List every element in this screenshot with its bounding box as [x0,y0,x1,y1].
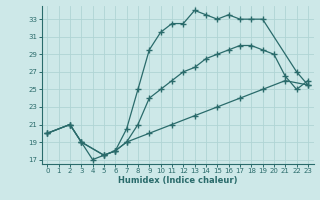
X-axis label: Humidex (Indice chaleur): Humidex (Indice chaleur) [118,176,237,185]
